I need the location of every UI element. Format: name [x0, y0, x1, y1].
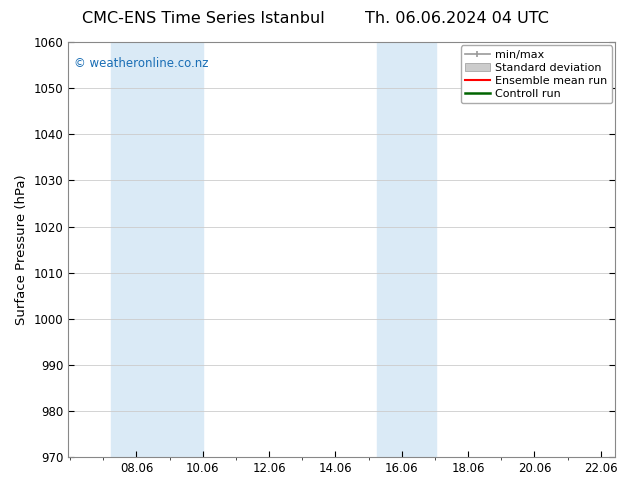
Legend: min/max, Standard deviation, Ensemble mean run, Controll run: min/max, Standard deviation, Ensemble me…: [461, 46, 612, 103]
Text: CMC-ENS Time Series Istanbul: CMC-ENS Time Series Istanbul: [82, 11, 324, 26]
Text: © weatheronline.co.nz: © weatheronline.co.nz: [74, 56, 208, 70]
Text: Th. 06.06.2024 04 UTC: Th. 06.06.2024 04 UTC: [365, 11, 548, 26]
Bar: [377, 42, 436, 457]
Y-axis label: Surface Pressure (hPa): Surface Pressure (hPa): [15, 174, 28, 325]
Bar: [112, 42, 203, 457]
